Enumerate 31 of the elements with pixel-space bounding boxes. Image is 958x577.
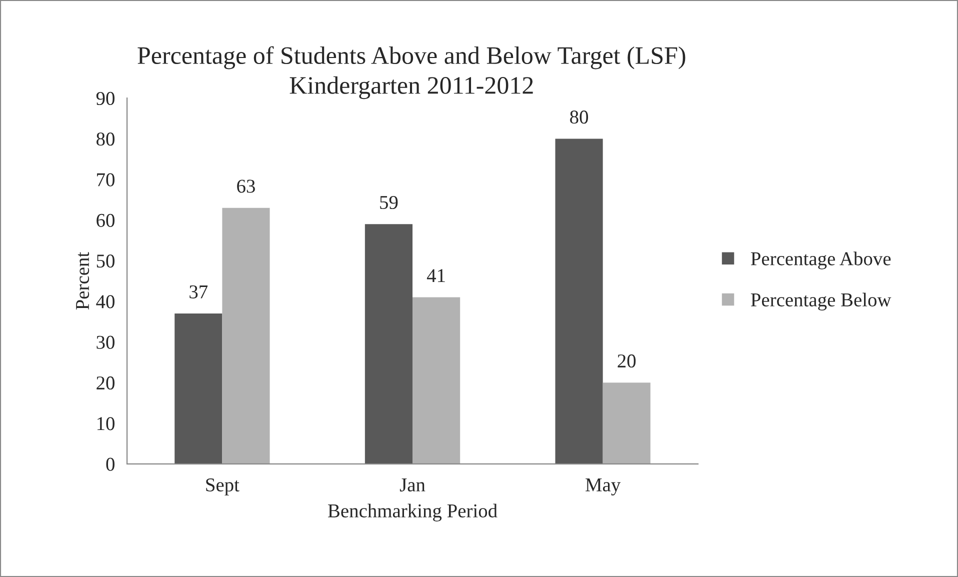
data-label: 37 [190,285,208,298]
y-tick-label: 40 [96,295,114,308]
y-axis-title: Percent [76,252,90,310]
y-tick-label: 70 [97,173,114,186]
data-label: 41 [426,269,445,282]
y-tick-label: 50 [96,254,114,268]
bar [222,208,270,464]
y-tick-label: 0 [106,458,114,471]
legend-label: Percentage Above [750,252,891,270]
data-label: 20 [618,354,636,368]
y-tick-label: 20 [96,376,114,390]
x-tick-label: Sept [206,478,240,496]
x-tick-label: May [586,478,621,496]
bar [602,382,650,464]
chart-subtitle: Kindergarten 2011-2012 [290,76,533,100]
y-tick-label: 80 [96,132,114,146]
bar [174,314,222,464]
data-label: 63 [237,180,255,193]
x-axis-title: Benchmarking Period [328,504,498,522]
bar [364,224,413,464]
x-tick-label: Jan [400,478,426,492]
y-tick-label: 90 [96,92,114,106]
legend-label: Percentage Below [750,292,892,310]
chart-title: Percentage of Students Above and Below Target (LSF) [138,46,686,70]
bar [555,138,603,464]
y-tick-label: 30 [96,336,114,349]
data-label: 80 [570,110,588,124]
y-tick-label: 10 [97,417,114,430]
bar [412,297,460,464]
y-tick-label: 60 [96,214,114,227]
data-label: 59 [380,196,398,210]
